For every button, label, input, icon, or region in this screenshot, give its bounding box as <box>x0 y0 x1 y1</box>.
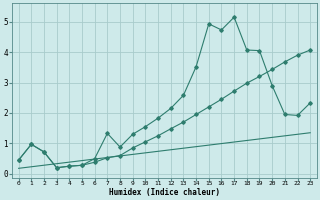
X-axis label: Humidex (Indice chaleur): Humidex (Indice chaleur) <box>109 188 220 197</box>
